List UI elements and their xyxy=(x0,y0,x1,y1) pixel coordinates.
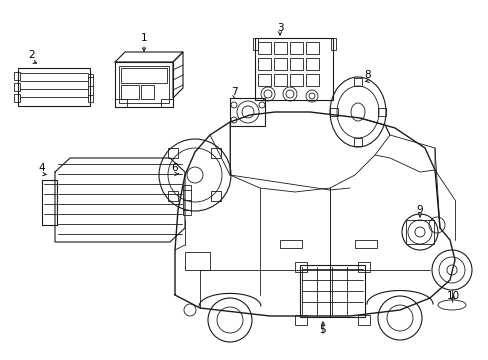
Bar xyxy=(258,58,270,70)
Bar xyxy=(377,108,385,116)
Bar xyxy=(289,58,303,70)
Bar xyxy=(115,62,173,107)
Text: 10: 10 xyxy=(446,291,459,301)
Bar xyxy=(289,74,303,86)
Bar xyxy=(258,74,270,86)
Bar xyxy=(121,85,139,99)
Bar xyxy=(273,42,286,54)
Bar xyxy=(88,74,93,102)
Bar xyxy=(18,68,90,106)
Bar xyxy=(119,66,169,103)
Bar xyxy=(210,148,221,158)
Text: 4: 4 xyxy=(39,163,45,173)
Bar xyxy=(168,148,178,158)
Bar xyxy=(305,74,318,86)
Bar xyxy=(183,185,191,215)
Bar xyxy=(210,191,221,201)
Bar xyxy=(168,191,178,201)
Bar xyxy=(14,94,20,102)
Bar xyxy=(353,138,361,146)
Text: 2: 2 xyxy=(29,50,35,60)
Bar xyxy=(280,240,302,248)
Bar xyxy=(273,58,286,70)
Bar xyxy=(353,78,361,86)
Bar xyxy=(405,220,433,244)
Bar xyxy=(273,74,286,86)
Bar xyxy=(229,98,264,126)
Bar xyxy=(294,262,306,272)
Bar xyxy=(305,42,318,54)
Bar xyxy=(329,108,337,116)
Bar xyxy=(184,252,209,270)
Bar xyxy=(357,315,369,325)
Text: 8: 8 xyxy=(364,70,370,80)
Bar xyxy=(121,68,167,83)
Bar xyxy=(252,38,258,50)
Bar xyxy=(330,38,335,50)
Bar xyxy=(289,42,303,54)
Text: 7: 7 xyxy=(230,87,237,97)
Bar xyxy=(14,72,20,80)
Bar xyxy=(161,99,173,107)
Bar xyxy=(354,240,376,248)
Text: 1: 1 xyxy=(141,33,147,43)
Bar xyxy=(254,38,332,100)
Bar xyxy=(14,83,20,91)
Bar xyxy=(42,180,57,225)
Bar xyxy=(115,99,127,107)
Bar xyxy=(141,85,154,99)
Text: 5: 5 xyxy=(319,325,325,335)
Text: 3: 3 xyxy=(276,23,283,33)
Text: 6: 6 xyxy=(171,163,178,173)
Text: 9: 9 xyxy=(416,205,423,215)
Bar xyxy=(299,265,364,317)
Bar xyxy=(258,42,270,54)
Bar xyxy=(357,262,369,272)
Bar xyxy=(294,315,306,325)
Bar xyxy=(305,58,318,70)
